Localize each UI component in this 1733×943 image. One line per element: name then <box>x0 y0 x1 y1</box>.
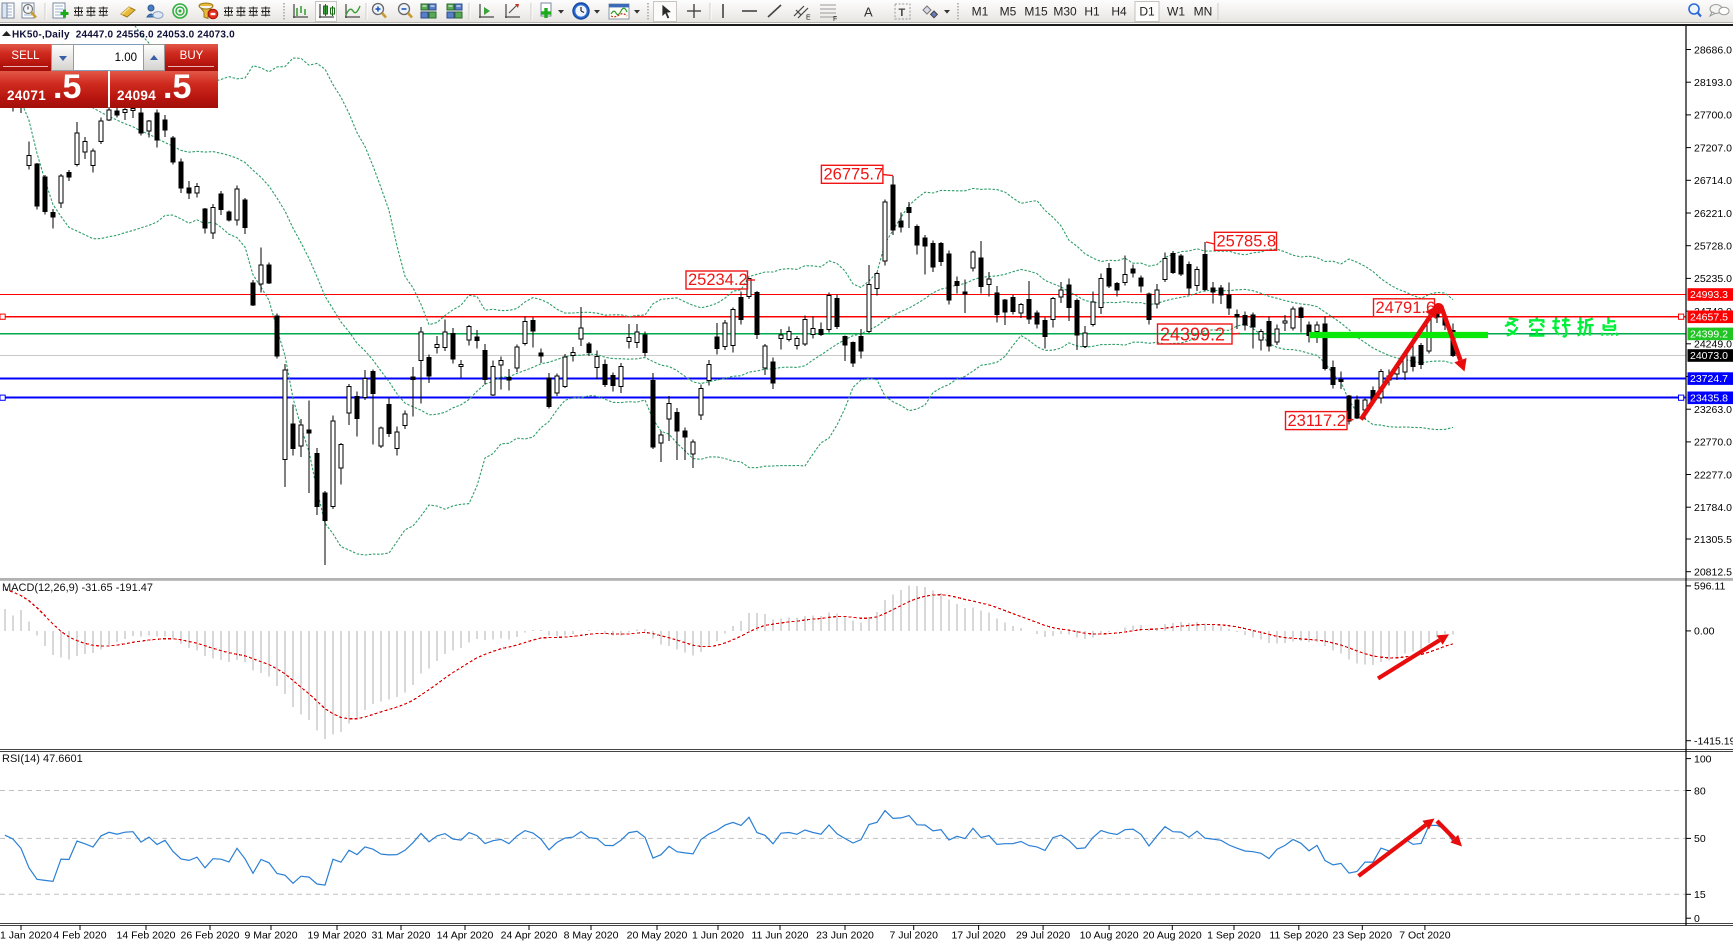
svg-text:23 Sep 2020: 23 Sep 2020 <box>1333 930 1393 942</box>
svg-text:24657.5: 24657.5 <box>1690 311 1728 323</box>
svg-text:MN: MN <box>1194 5 1213 19</box>
svg-text:24 Apr 2020: 24 Apr 2020 <box>501 930 558 942</box>
svg-text:26221.0: 26221.0 <box>1694 208 1732 220</box>
svg-text:23 Jun 2020: 23 Jun 2020 <box>816 930 874 942</box>
svg-text:29 Jul 2020: 29 Jul 2020 <box>1016 930 1070 942</box>
svg-text:15: 15 <box>1694 889 1706 901</box>
svg-text:17 Jul 2020: 17 Jul 2020 <box>951 930 1005 942</box>
svg-text:31 Mar 2020: 31 Mar 2020 <box>372 930 431 942</box>
svg-text:100: 100 <box>1694 753 1712 765</box>
svg-text:F: F <box>833 16 837 23</box>
svg-text:0.00: 0.00 <box>1694 626 1715 638</box>
svg-text:25728.0: 25728.0 <box>1694 241 1732 253</box>
svg-text:24399.2: 24399.2 <box>1160 324 1225 344</box>
svg-text:596.11: 596.11 <box>1694 581 1725 593</box>
svg-text:20812.5: 20812.5 <box>1694 567 1732 579</box>
svg-text:W1: W1 <box>1167 5 1185 19</box>
svg-text:1 Jan 2020: 1 Jan 2020 <box>0 930 52 942</box>
svg-text:10 Aug 2020: 10 Aug 2020 <box>1080 930 1139 942</box>
svg-text:21305.5: 21305.5 <box>1694 534 1732 546</box>
svg-text:27700.0: 27700.0 <box>1694 110 1732 122</box>
svg-text:22770.0: 22770.0 <box>1694 437 1732 449</box>
svg-text:23435.8: 23435.8 <box>1690 392 1728 404</box>
svg-text:RSI(14) 47.6601: RSI(14) 47.6601 <box>2 753 83 765</box>
svg-text:T: T <box>899 7 906 19</box>
svg-text:M15: M15 <box>1024 5 1048 19</box>
svg-text:14 Apr 2020: 14 Apr 2020 <box>437 930 494 942</box>
svg-text:26714.0: 26714.0 <box>1694 175 1732 187</box>
svg-text:8 May 2020: 8 May 2020 <box>564 930 619 942</box>
svg-text:1 Sep 2020: 1 Sep 2020 <box>1207 930 1261 942</box>
svg-text:D1: D1 <box>1139 5 1155 19</box>
svg-text:24791.6: 24791.6 <box>1376 299 1436 317</box>
svg-text:25785.8: 25785.8 <box>1217 233 1277 251</box>
svg-text:M1: M1 <box>972 5 989 19</box>
svg-text:28193.0: 28193.0 <box>1694 77 1732 89</box>
svg-text:4 Feb 2020: 4 Feb 2020 <box>53 930 106 942</box>
svg-text:25234.2: 25234.2 <box>688 271 748 289</box>
svg-text:9 Mar 2020: 9 Mar 2020 <box>244 930 297 942</box>
svg-text:23263.0: 23263.0 <box>1694 404 1732 416</box>
svg-text:7 Jul 2020: 7 Jul 2020 <box>889 930 938 942</box>
svg-text:20 May 2020: 20 May 2020 <box>627 930 688 942</box>
svg-text:1 Jun 2020: 1 Jun 2020 <box>692 930 744 942</box>
svg-text:11 Jun 2020: 11 Jun 2020 <box>751 930 808 942</box>
svg-text:0: 0 <box>1694 913 1700 925</box>
svg-text:H4: H4 <box>1111 5 1127 19</box>
svg-text:22277.0: 22277.0 <box>1694 469 1732 481</box>
svg-text:M5: M5 <box>1000 5 1017 19</box>
svg-text:19 Mar 2020: 19 Mar 2020 <box>308 930 367 942</box>
svg-text:A: A <box>864 5 873 20</box>
svg-text:23117.2: 23117.2 <box>1288 412 1346 430</box>
svg-text:-1415.19: -1415.19 <box>1694 736 1733 748</box>
svg-text:HK50-,Daily 24447.0 24556.0 2: HK50-,Daily 24447.0 24556.0 24053.0 2407… <box>12 30 235 41</box>
svg-text:28686.0: 28686.0 <box>1694 44 1732 56</box>
svg-text:MACD(12,26,9) -31.65 -191.47: MACD(12,26,9) -31.65 -191.47 <box>2 582 153 594</box>
svg-text:21784.0: 21784.0 <box>1694 502 1732 514</box>
svg-text:11 Sep 2020: 11 Sep 2020 <box>1269 930 1328 942</box>
svg-text:7 Oct 2020: 7 Oct 2020 <box>1399 930 1451 942</box>
svg-text:24399.2: 24399.2 <box>1690 328 1728 340</box>
svg-text:26 Feb 2020: 26 Feb 2020 <box>181 930 240 942</box>
svg-text:24249.0: 24249.0 <box>1694 339 1732 351</box>
svg-text:80: 80 <box>1694 785 1706 797</box>
svg-text:M30: M30 <box>1053 5 1077 19</box>
svg-text:50: 50 <box>1694 833 1706 845</box>
svg-text:20 Aug 2020: 20 Aug 2020 <box>1143 930 1202 942</box>
svg-text:24993.3: 24993.3 <box>1690 289 1728 301</box>
svg-text:14 Feb 2020: 14 Feb 2020 <box>117 930 176 942</box>
svg-text:27207.0: 27207.0 <box>1694 142 1732 154</box>
svg-text:26775.7: 26775.7 <box>824 166 884 184</box>
svg-text:23724.7: 23724.7 <box>1690 373 1728 385</box>
svg-text:E: E <box>806 15 811 22</box>
svg-text:H1: H1 <box>1084 5 1100 19</box>
svg-text:25235.0: 25235.0 <box>1694 273 1732 285</box>
svg-text:24073.0: 24073.0 <box>1690 350 1728 362</box>
